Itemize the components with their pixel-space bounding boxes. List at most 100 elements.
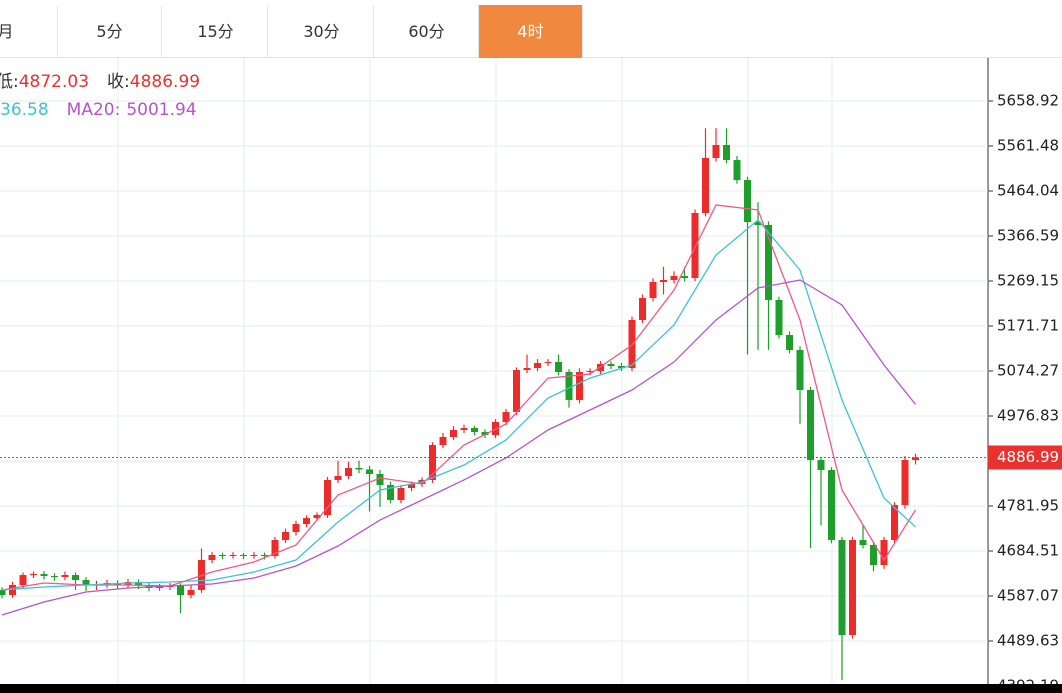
period-tab[interactable]: 60分 [375, 5, 479, 58]
candle-body [156, 587, 163, 589]
candle-body [912, 457, 919, 461]
candle-body [72, 575, 79, 581]
candle-body [796, 350, 804, 391]
candle-body [397, 488, 405, 501]
candle-body [523, 368, 531, 371]
candle-body [775, 299, 783, 336]
candle-body [859, 540, 867, 545]
y-tick-label: 4781.95 [997, 496, 1059, 514]
candle-body [30, 573, 37, 576]
period-tab[interactable]: 30分 [270, 5, 374, 58]
candle-body [187, 589, 195, 596]
candle-body [607, 364, 615, 366]
y-tick-label: 4976.83 [997, 406, 1059, 424]
ohlc-info: 低:4872.03 收:4886.99 [0, 72, 200, 92]
candle-body [576, 371, 583, 400]
y-tick-label: 5464.04 [997, 181, 1059, 199]
candle-body [733, 160, 741, 181]
price-label: 4886.99 [997, 448, 1059, 466]
candle-body [828, 469, 835, 541]
y-tick-label: 4587.07 [997, 586, 1059, 604]
y-tick-label: 5171.71 [997, 316, 1059, 334]
candle-body [271, 540, 279, 556]
candle-body [19, 575, 27, 585]
candle-body [345, 468, 352, 477]
info-item: 低: [0, 72, 19, 92]
candle-body [681, 275, 688, 279]
candle-body [177, 586, 184, 596]
candle-body [387, 485, 394, 501]
candle-body [303, 517, 310, 524]
candle-body [670, 275, 678, 281]
info-item: MA20: [67, 100, 121, 120]
candle-body [765, 224, 772, 300]
period-tab[interactable]: 4时 [479, 5, 583, 58]
candle-body [460, 428, 468, 431]
bottom-bar [0, 684, 1062, 693]
candle-body [712, 145, 720, 158]
candle-body [702, 157, 709, 213]
y-tick-label: 5074.27 [997, 361, 1059, 379]
ma-line [1, 219, 916, 591]
period-tabs: 月 5分 15分 30分 60分 4时 [0, 0, 1062, 58]
candle-body [135, 581, 142, 585]
candle-body [618, 365, 625, 369]
ma-legend: 36.58 MA20: 5001.94 [0, 100, 197, 120]
y-tick-label: 5658.92 [997, 91, 1059, 109]
candle-body [439, 436, 447, 446]
period-tab[interactable]: 5分 [58, 5, 162, 58]
candle-body [61, 575, 69, 578]
candle-body [555, 362, 562, 372]
candle-body [376, 474, 384, 486]
candle-body [534, 362, 541, 369]
candle-body [334, 476, 342, 480]
candle-body [565, 371, 573, 400]
candle-body [250, 554, 258, 556]
candle-body [292, 523, 300, 532]
price-label-box [988, 445, 1062, 470]
info-item: 36.58 [0, 100, 49, 120]
candle-body [639, 298, 646, 320]
candle-body [481, 431, 489, 435]
candle-body [891, 505, 898, 541]
candle-body [313, 514, 321, 518]
candle-body [849, 540, 856, 636]
candle-body [355, 468, 363, 470]
candle-body [282, 531, 289, 541]
info-item: 4872.03 [19, 72, 89, 92]
candle-body [219, 554, 226, 556]
candle-body [880, 540, 888, 565]
period-tab[interactable]: 15分 [164, 5, 268, 58]
candle-body [649, 281, 657, 299]
candle-body [723, 145, 730, 161]
candle-body [229, 554, 237, 556]
candle-body [586, 370, 594, 372]
info-item: 收: [107, 72, 130, 92]
candle-body [513, 370, 520, 412]
y-tick-label: 5366.59 [997, 226, 1059, 244]
candle-body [786, 335, 793, 351]
ma-line [1, 279, 917, 616]
candle-body [51, 575, 58, 578]
candle-body [744, 180, 751, 222]
candle-body [366, 469, 373, 475]
candle-body [240, 554, 247, 556]
candle-body [492, 422, 499, 435]
y-tick-label: 5269.15 [997, 271, 1059, 289]
candle-body [82, 580, 90, 585]
info-item: 5001.94 [126, 100, 196, 120]
candle-body [9, 584, 16, 596]
candle-body [450, 430, 457, 437]
candle-body [817, 460, 825, 470]
y-tick-label: 5561.48 [997, 136, 1059, 154]
candle-body [208, 554, 216, 561]
candle-body [807, 390, 814, 461]
candle-body [40, 573, 48, 576]
period-tab[interactable]: 月 [0, 5, 58, 58]
y-tick-label: 4684.51 [997, 541, 1059, 559]
candle-body [838, 540, 846, 636]
y-tick-label: 4489.63 [997, 631, 1059, 649]
